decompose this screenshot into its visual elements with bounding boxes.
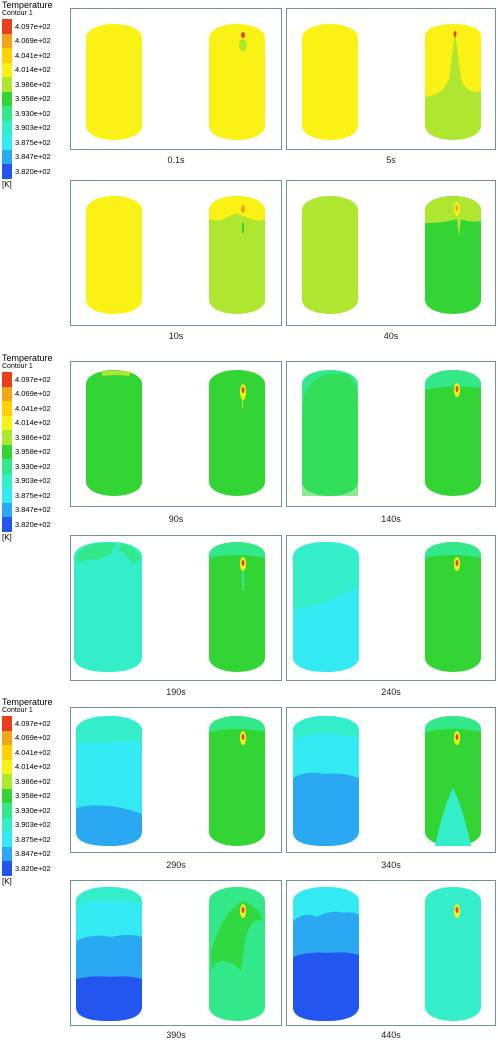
- panel-caption: 0.1s: [167, 155, 185, 165]
- legend-value: 3.847e+02: [15, 152, 51, 161]
- legend-value: 4.014e+02: [15, 762, 51, 771]
- legend-title: Temperature: [2, 0, 53, 10]
- temperature-contour-image: [74, 542, 265, 672]
- panel-caption: 140s: [381, 514, 401, 524]
- temperature-contour-image: [302, 24, 481, 140]
- legend-value: 4.041e+02: [15, 403, 51, 413]
- legend-value: 4.041e+02: [15, 747, 51, 757]
- legend-scale: 4.097e+02 4.069e+02 4.041e+02 4.014e+02 …: [2, 19, 68, 179]
- legend-value: 3.930e+02: [15, 108, 51, 118]
- legend-scale: 4.097e+02 4.069e+02 4.041e+02 4.014e+02 …: [2, 372, 68, 532]
- legend-subtitle: Contour 1: [2, 707, 33, 714]
- legend-value: 3.820e+02: [15, 519, 51, 529]
- contour-panel-440s: [286, 880, 496, 1026]
- panel-caption: 390s: [166, 1030, 186, 1040]
- legend-value: 3.875e+02: [15, 137, 51, 147]
- contour-panel-390s: [70, 880, 282, 1026]
- contour-panel-90s: [70, 361, 282, 507]
- panel-caption: 40s: [383, 331, 399, 341]
- contour-panel-190s: [70, 535, 282, 681]
- legend-value: 3.986e+02: [15, 79, 51, 89]
- legend-value: 4.069e+02: [15, 733, 51, 742]
- legend-value: 3.903e+02: [15, 476, 51, 485]
- temperature-contour-image: [76, 716, 265, 846]
- legend-value: 3.820e+02: [15, 863, 51, 873]
- legend-value: 3.875e+02: [15, 834, 51, 844]
- legend-value: 4.069e+02: [15, 36, 51, 45]
- temperature-legend-3: Temperature Contour 1 4.097e+02 4.069e+0…: [2, 697, 68, 886]
- temperature-contour-image: [293, 716, 481, 846]
- legend-value: 3.903e+02: [15, 820, 51, 829]
- legend-value: 3.986e+02: [15, 776, 51, 786]
- legend-value: 3.847e+02: [15, 849, 51, 858]
- legend-value: 3.930e+02: [15, 805, 51, 815]
- legend-value: 4.041e+02: [15, 50, 51, 60]
- panel-caption: 5s: [386, 155, 396, 165]
- legend-value: 3.930e+02: [15, 461, 51, 471]
- panel-caption: 10s: [168, 331, 184, 341]
- contour-panel-5s: [286, 8, 496, 150]
- temperature-contour-image: [76, 887, 265, 1021]
- temperature-contour-image: [86, 370, 265, 496]
- contour-panel-290s: [70, 707, 282, 853]
- temperature-legend-2: Temperature Contour 1 4.097e+02 4.069e+0…: [2, 353, 68, 542]
- panel-caption: 290s: [166, 860, 186, 870]
- contour-panel-340s: [286, 707, 496, 853]
- legend-value: 3.847e+02: [15, 505, 51, 514]
- legend-subtitle: Contour 1: [2, 10, 33, 17]
- panel-caption: 340s: [381, 860, 401, 870]
- legend-value: 3.958e+02: [15, 94, 51, 103]
- temperature-contour-image: [293, 887, 481, 1021]
- temperature-contour-image: [86, 196, 265, 314]
- contour-panel-0.1s: [70, 8, 282, 150]
- contour-panel-10s: [70, 180, 282, 326]
- legend-title: Temperature: [2, 353, 53, 363]
- legend-value: 3.958e+02: [15, 791, 51, 800]
- legend-unit: [K]: [2, 179, 12, 189]
- legend-value: 4.014e+02: [15, 418, 51, 427]
- legend-subtitle: Contour 1: [2, 363, 33, 370]
- legend-value: 4.097e+02: [15, 718, 51, 728]
- legend-title: Temperature: [2, 697, 53, 707]
- legend-value: 3.986e+02: [15, 432, 51, 442]
- panel-caption: 90s: [168, 514, 184, 524]
- legend-value: 4.014e+02: [15, 65, 51, 74]
- temperature-contour-image: [293, 542, 481, 672]
- legend-scale: 4.097e+02 4.069e+02 4.041e+02 4.014e+02 …: [2, 716, 68, 876]
- temperature-contour-image: [302, 196, 481, 314]
- temperature-contour-image: [302, 370, 481, 496]
- panel-caption: 440s: [381, 1030, 401, 1040]
- contour-panel-240s: [286, 535, 496, 681]
- legend-value: 3.820e+02: [15, 166, 51, 176]
- legend-value: 3.958e+02: [15, 447, 51, 456]
- legend-value: 4.097e+02: [15, 21, 51, 31]
- legend-value: 4.069e+02: [15, 389, 51, 398]
- temperature-contour-image: [86, 24, 265, 140]
- legend-value: 4.097e+02: [15, 374, 51, 384]
- panel-caption: 240s: [381, 687, 401, 697]
- legend-unit: [K]: [2, 876, 12, 886]
- panel-caption: 190s: [166, 687, 186, 697]
- legend-unit: [K]: [2, 532, 12, 542]
- temperature-legend-1: Temperature Contour 1 4.097e+02 4.069e+0…: [2, 0, 68, 189]
- contour-panel-40s: [286, 180, 496, 326]
- contour-panel-140s: [286, 361, 496, 507]
- legend-value: 3.875e+02: [15, 490, 51, 500]
- legend-value: 3.903e+02: [15, 123, 51, 132]
